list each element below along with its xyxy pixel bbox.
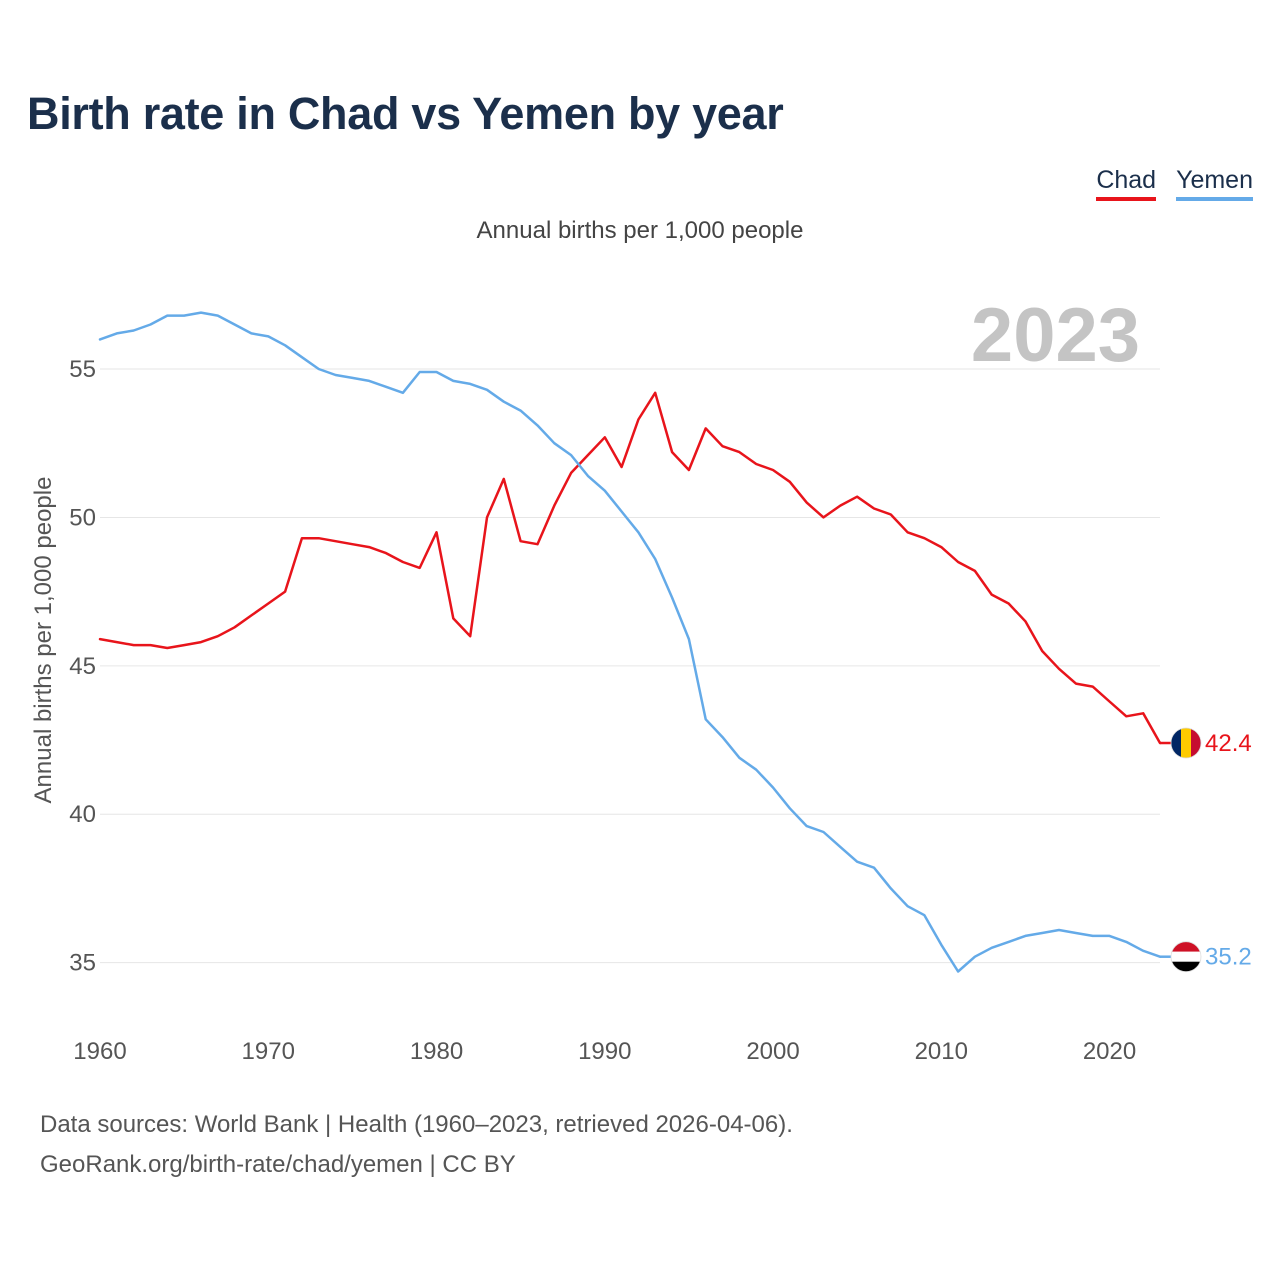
y-axis-label: Annual births per 1,000 people bbox=[30, 477, 57, 804]
y-tick-label: 55 bbox=[69, 356, 96, 383]
data-source-note: Data sources: World Bank | Health (1960–… bbox=[40, 1105, 793, 1185]
series-line-yemen bbox=[98, 311, 1162, 973]
y-tick-label: 35 bbox=[69, 950, 96, 977]
y-tick-label: 45 bbox=[69, 653, 96, 680]
x-tick-label: 2000 bbox=[746, 1038, 799, 1065]
x-tick-label: 1970 bbox=[242, 1038, 295, 1065]
chart-title: Birth rate in Chad vs Yemen by year bbox=[27, 88, 784, 139]
legend-item-yemen[interactable]: Yemen bbox=[1176, 166, 1253, 201]
legend: Chad Yemen bbox=[1096, 166, 1253, 201]
x-tick-label: 1960 bbox=[73, 1038, 126, 1065]
source-url: GeoRank.org/birth-rate/chad/yemen | CC B… bbox=[40, 1151, 516, 1178]
x-tick-label: 1980 bbox=[410, 1038, 463, 1065]
legend-item-chad[interactable]: Chad bbox=[1096, 166, 1157, 201]
y-tick-label: 40 bbox=[69, 801, 96, 828]
y-tick-label: 50 bbox=[69, 504, 96, 531]
yemen-flag-icon bbox=[1170, 941, 1202, 973]
source-line: Data sources: World Bank | Health (1960–… bbox=[40, 1111, 793, 1138]
end-value-label-chad: 42.4 bbox=[1205, 730, 1252, 757]
chad-flag-icon bbox=[1170, 727, 1202, 759]
x-tick-label: 1990 bbox=[578, 1038, 631, 1065]
end-value-label-yemen: 35.2 bbox=[1205, 944, 1252, 971]
year-watermark: 2023 bbox=[971, 293, 1140, 378]
series-line-chad bbox=[98, 391, 1162, 745]
x-tick-label: 2020 bbox=[1083, 1038, 1136, 1065]
x-tick-label: 2010 bbox=[915, 1038, 968, 1065]
chart-subtitle: Annual births per 1,000 people bbox=[476, 217, 804, 244]
